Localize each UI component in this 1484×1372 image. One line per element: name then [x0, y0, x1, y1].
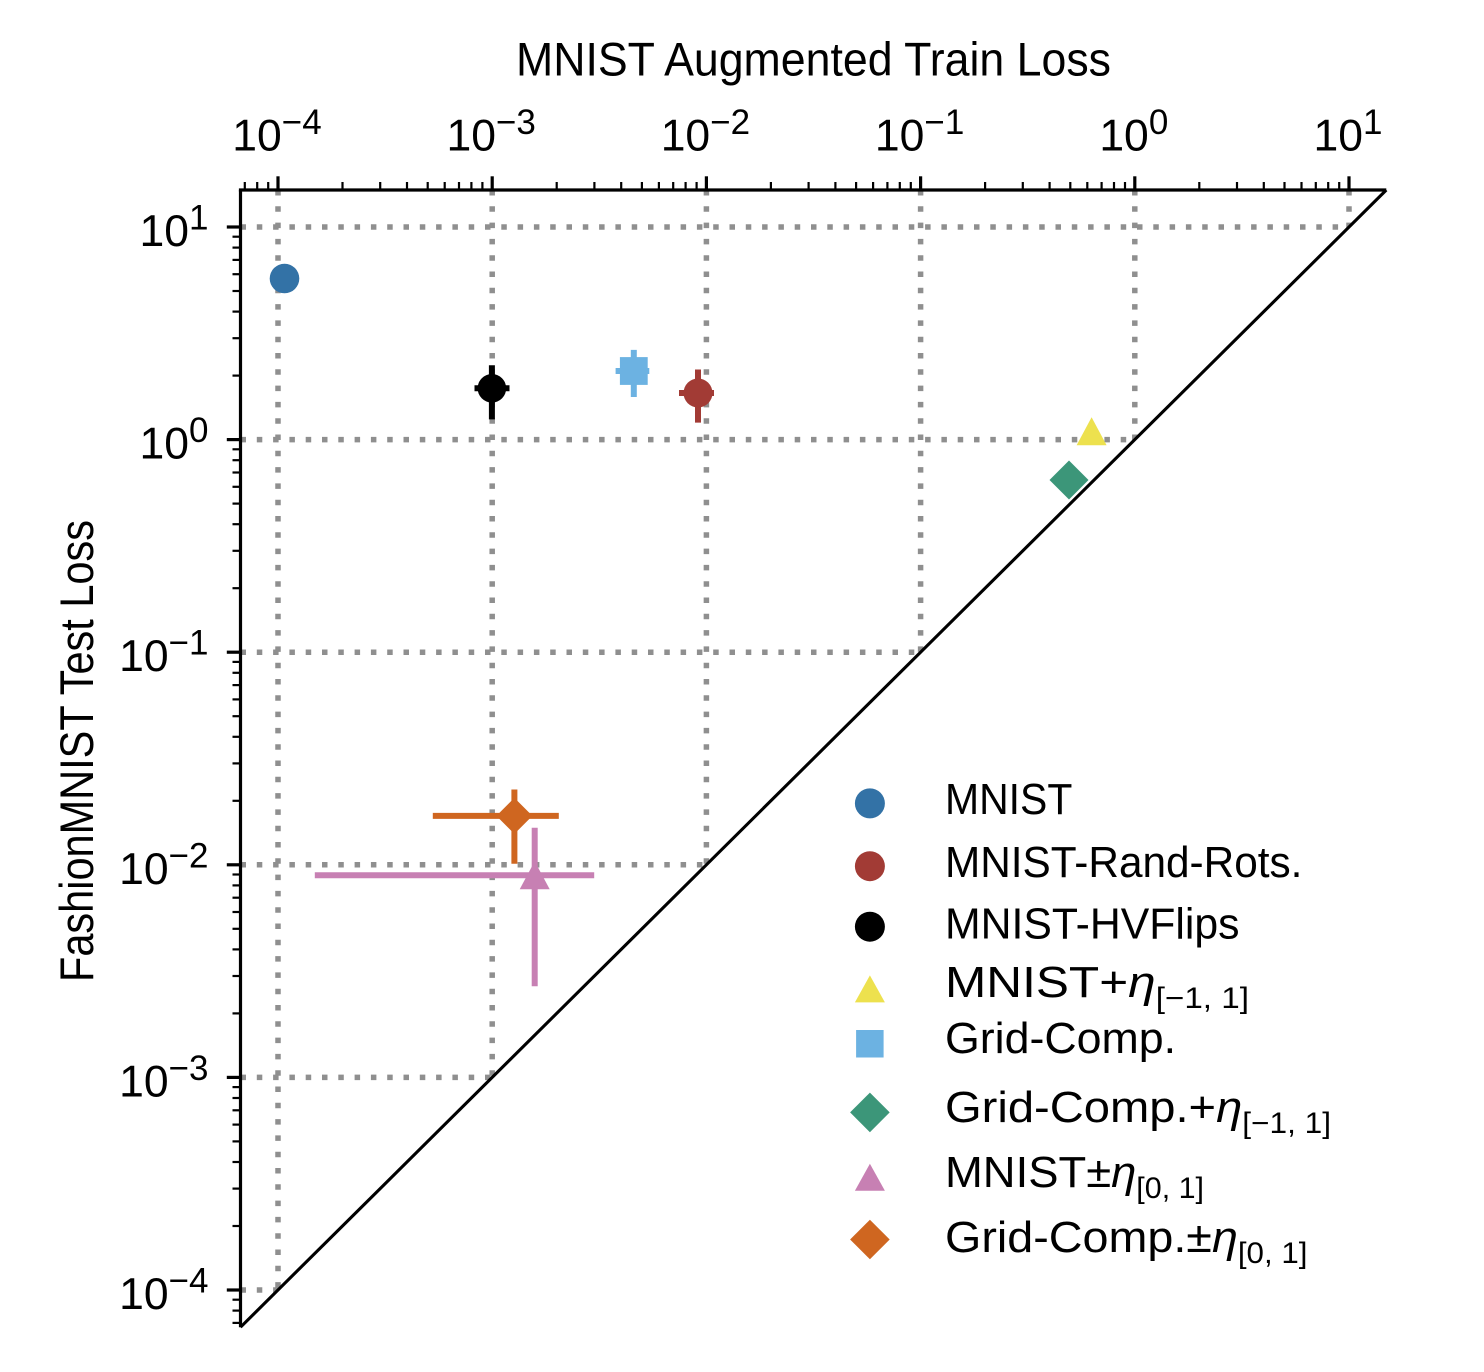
svg-text:MNIST-HVFlips: MNIST-HVFlips	[945, 900, 1240, 949]
svg-text:MNIST-Rand-Rots.: MNIST-Rand-Rots.	[945, 838, 1302, 887]
svg-text:Grid-Comp.±η[0, 1]: Grid-Comp.± η[0, 1]	[945, 1213, 1308, 1270]
svg-text:10−4: 10−4	[232, 103, 321, 161]
svg-text:Grid-Comp.+η[−1, 1]: Grid-Comp.+ η[−1, 1]	[945, 1083, 1331, 1140]
svg-text:Grid-Comp.: Grid-Comp.	[945, 1014, 1176, 1063]
svg-text:10−1: 10−1	[119, 624, 208, 682]
svg-text:MNIST Augmented Train Loss: MNIST Augmented Train Loss	[516, 33, 1111, 86]
svg-text:FashionMNIST Test Loss: FashionMNIST Test Loss	[50, 520, 103, 982]
svg-text:MNIST: MNIST	[945, 775, 1072, 824]
